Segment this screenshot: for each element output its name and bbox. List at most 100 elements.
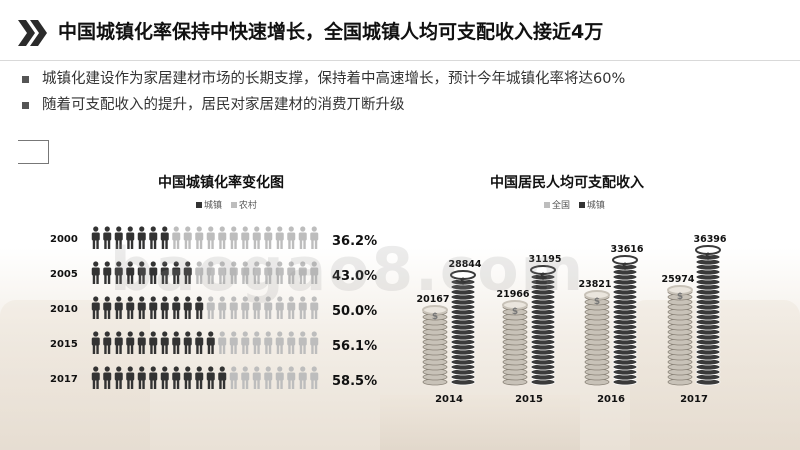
bullet-list: 城镇化建设作为家居建材市场的长期支撑，保持着中高速增长，预计今年城镇化率将达60…: [20, 66, 625, 118]
urban-person-icon: [91, 296, 100, 319]
urban-person-icon: [195, 331, 204, 354]
urban-person-icon: [126, 261, 135, 284]
dollar-icon: $: [460, 277, 466, 287]
rural-person-icon: [275, 296, 284, 319]
urban-person-icon: [114, 331, 123, 354]
rural-person-icon: [310, 261, 319, 284]
rural-person-icon: [264, 331, 273, 354]
rural-person-icon: [195, 261, 204, 284]
title-divider: [0, 60, 800, 61]
slide-header: 中国城镇化率保持中快速增长，全国城镇人均可支配收入接近4万: [0, 0, 800, 62]
rural-person-icon: [275, 331, 284, 354]
urban-person-icon: [149, 331, 158, 354]
national-coin-stack: $: [502, 300, 528, 386]
rural-person-icon: [275, 261, 284, 284]
decorative-frame-side: [48, 140, 49, 164]
year-label: 2017: [680, 394, 708, 405]
rural-person-icon: [310, 296, 319, 319]
urban-person-icon: [183, 366, 192, 389]
urban-person-icon: [172, 296, 181, 319]
urban-person-icon: [91, 366, 100, 389]
rural-person-icon: [275, 366, 284, 389]
rural-person-icon: [252, 331, 261, 354]
urban-person-icon: [160, 226, 169, 249]
rural-person-icon: [298, 366, 307, 389]
percent-value-label: 36.2%: [332, 234, 377, 249]
year-label: 2015: [50, 339, 78, 350]
rural-person-icon: [252, 261, 261, 284]
urban-coin-stack: $: [612, 255, 638, 386]
rural-person-icon: [264, 296, 273, 319]
urban-person-icon: [137, 226, 146, 249]
urban-person-icon: [137, 261, 146, 284]
rural-person-icon: [218, 226, 227, 249]
urban-person-icon: [195, 296, 204, 319]
urban-person-icon: [149, 261, 158, 284]
urban-person-icon: [160, 296, 169, 319]
rural-person-icon: [298, 331, 307, 354]
urban-person-icon: [126, 296, 135, 319]
urban-person-icon: [137, 331, 146, 354]
urban-person-icon: [160, 366, 169, 389]
national-coin-stack: $: [584, 290, 610, 386]
rural-person-icon: [264, 366, 273, 389]
urban-income-label: 28844: [448, 259, 481, 270]
urban-person-icon: [103, 226, 112, 249]
dollar-icon: $: [512, 307, 518, 317]
rural-person-icon: [298, 296, 307, 319]
year-label: 2000: [50, 234, 78, 245]
legend-swatch-national: [544, 201, 550, 208]
national-income-label: 21966: [496, 289, 529, 300]
rural-person-icon: [206, 296, 215, 319]
rural-person-icon: [229, 296, 238, 319]
rural-person-icon: [275, 226, 284, 249]
urban-person-icon: [218, 366, 227, 389]
rural-person-icon: [310, 331, 319, 354]
rural-person-icon: [287, 331, 296, 354]
urban-person-icon: [114, 261, 123, 284]
income-chart-title: 中国居民人均可支配收入: [490, 175, 644, 191]
urban-coin-stack: $: [450, 270, 476, 386]
rural-person-icon: [287, 261, 296, 284]
rural-person-icon: [183, 226, 192, 249]
square-bullet-icon: [22, 102, 29, 109]
rural-person-icon: [206, 226, 215, 249]
urban-person-icon: [103, 261, 112, 284]
rural-person-icon: [264, 261, 273, 284]
rural-person-icon: [241, 261, 250, 284]
urban-person-icon: [114, 366, 123, 389]
rural-person-icon: [218, 261, 227, 284]
rural-person-icon: [287, 296, 296, 319]
urban-person-icon: [137, 296, 146, 319]
urbanization-pictogram-chart: 2000 36.2% 2005 43.0% 2010 50.0% 2015 56.1% 2017…: [50, 226, 377, 389]
urban-person-icon: [103, 331, 112, 354]
legend-label-urban-income: 城镇: [586, 201, 605, 211]
urban-person-icon: [206, 331, 215, 354]
rural-person-icon: [218, 331, 227, 354]
rural-person-icon: [229, 226, 238, 249]
urban-income-label: 33616: [610, 244, 643, 255]
urban-income-label: 36396: [693, 234, 726, 245]
urban-person-icon: [160, 261, 169, 284]
urban-person-icon: [103, 296, 112, 319]
bullet-text: 城镇化建设作为家居建材市场的长期支撑，保持着中高速增长，预计今年城镇化率将达60…: [42, 71, 626, 87]
dollar-icon: $: [432, 312, 438, 322]
urban-person-icon: [195, 366, 204, 389]
rural-person-icon: [298, 226, 307, 249]
pictogram-row: [91, 296, 319, 319]
rural-person-icon: [218, 296, 227, 319]
legend-label-rural: 农村: [238, 201, 257, 211]
rural-person-icon: [206, 261, 215, 284]
urban-person-icon: [149, 226, 158, 249]
percent-value-label: 43.0%: [332, 269, 377, 284]
pictogram-row: [91, 331, 319, 354]
rural-person-icon: [241, 366, 250, 389]
income-legend: 全国 城镇: [538, 198, 605, 211]
urban-person-icon: [114, 296, 123, 319]
rural-person-icon: [252, 296, 261, 319]
rural-person-icon: [252, 366, 261, 389]
dollar-icon: $: [622, 262, 628, 272]
year-label: 2017: [50, 374, 78, 385]
rural-person-icon: [310, 366, 319, 389]
percent-value-label: 50.0%: [332, 304, 377, 319]
